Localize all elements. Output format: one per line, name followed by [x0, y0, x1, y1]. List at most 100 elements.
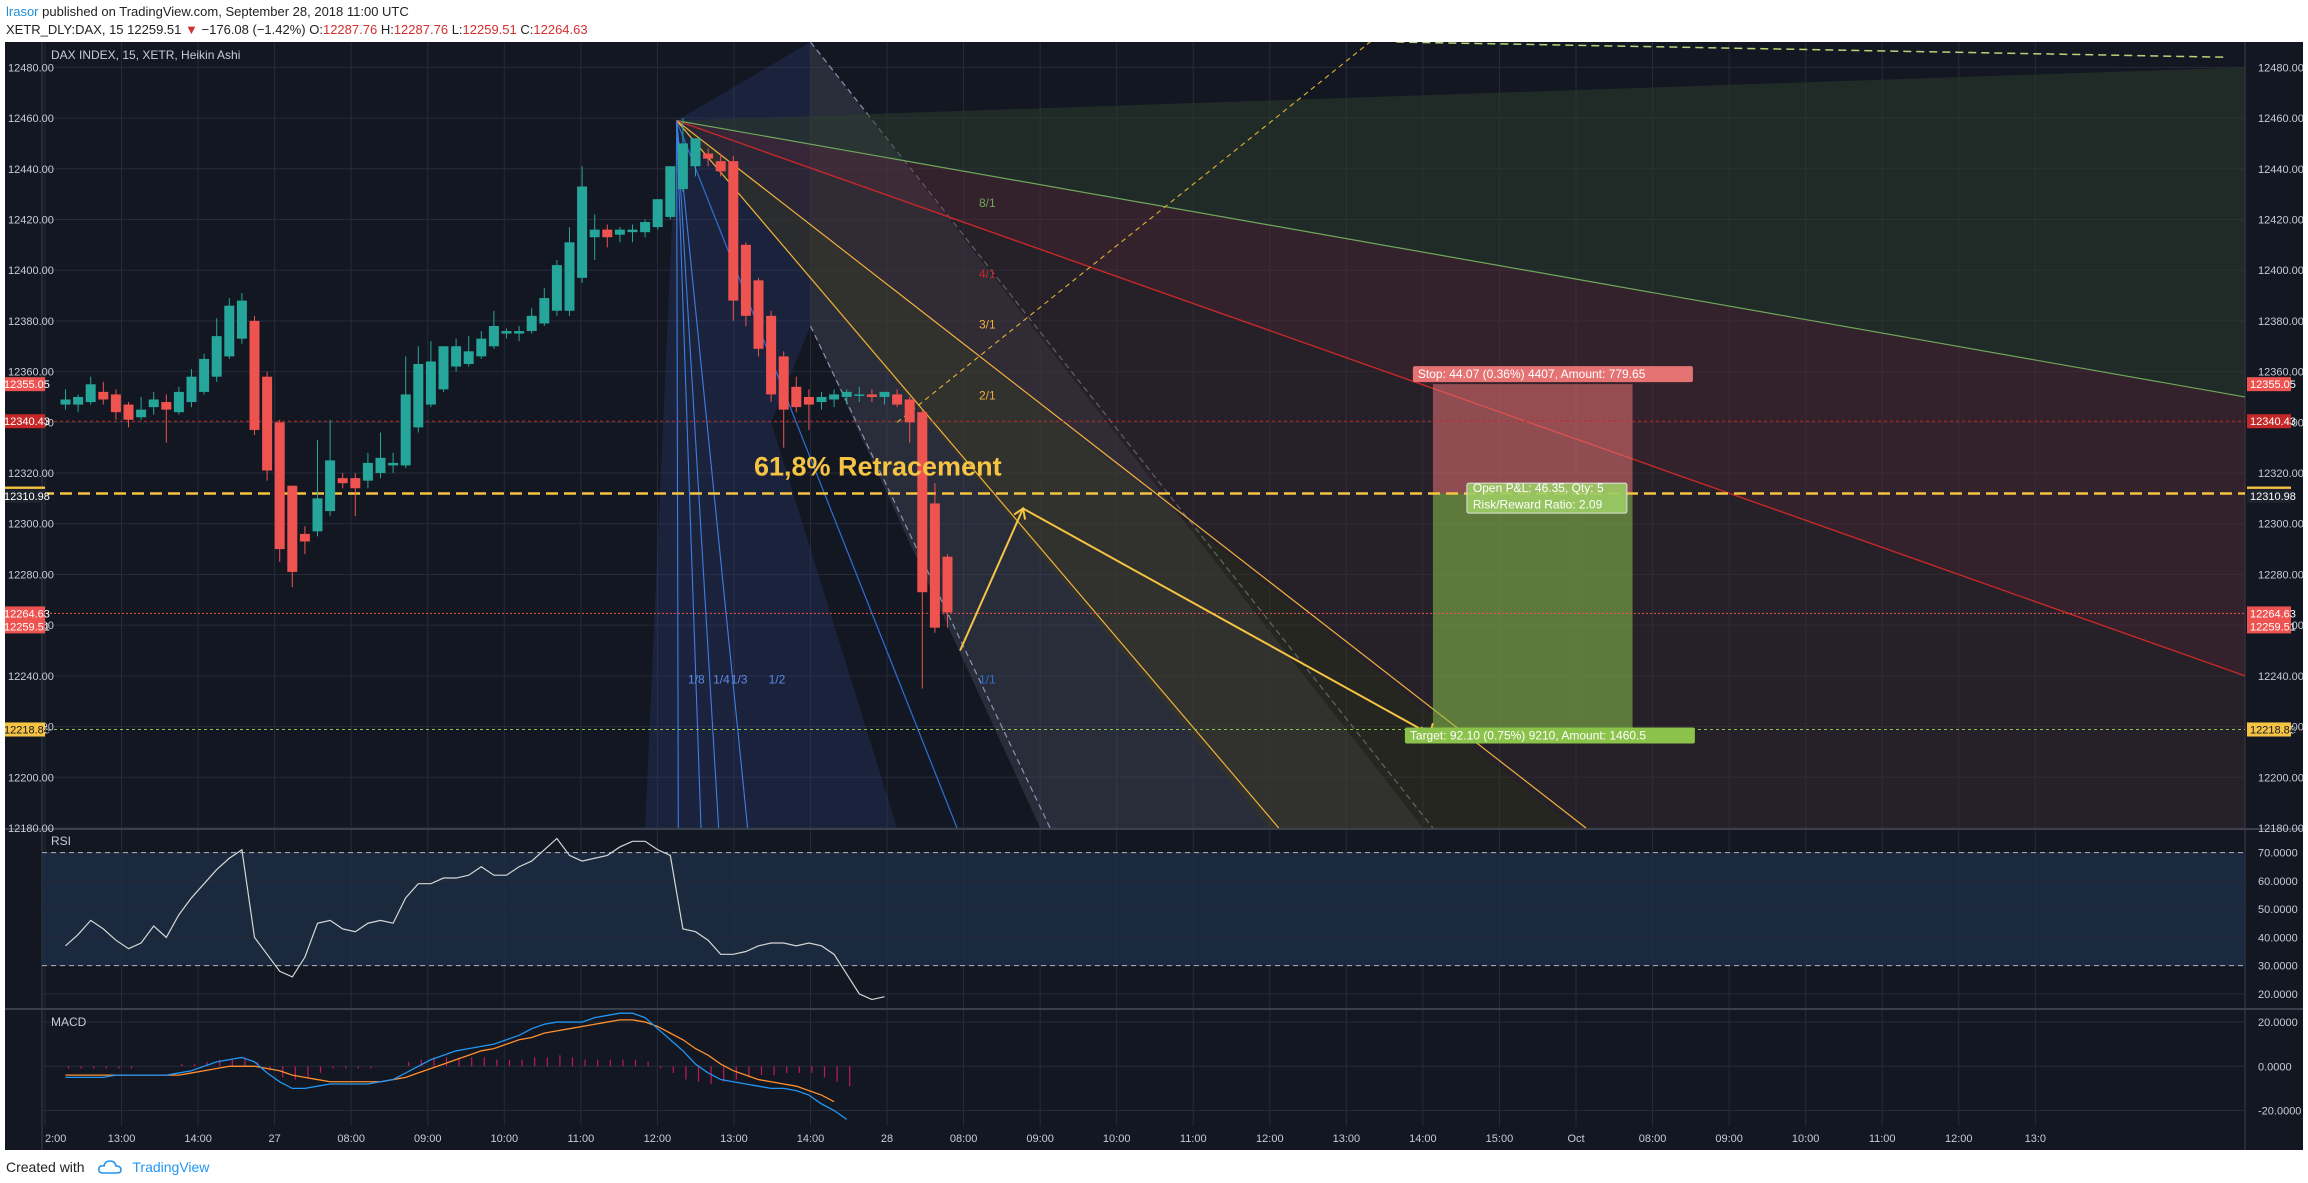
- candle-body: [438, 346, 449, 390]
- tradingview-link[interactable]: TradingView: [132, 1159, 210, 1175]
- x-tick-label: 27: [269, 1133, 281, 1145]
- fan-line-lower: [676, 120, 679, 829]
- dashed-trend-line: [896, 36, 1377, 423]
- macd-title: MACD: [51, 1015, 87, 1029]
- x-tick-label: 2:00: [45, 1133, 66, 1145]
- y-tick-label-right: 12460.00: [2258, 113, 2303, 125]
- candle-body: [249, 320, 260, 430]
- price-tag-left: 12259.51: [5, 621, 50, 633]
- x-tick-label: 13:00: [1333, 1133, 1361, 1145]
- candle-body: [425, 361, 436, 405]
- candle-body: [186, 376, 197, 403]
- fan-label-lower: 1/3: [731, 672, 748, 686]
- y-tick-label-left: 12420.00: [8, 214, 54, 226]
- author-link[interactable]: lrasor: [6, 4, 39, 19]
- price-tag-right-box: [2247, 377, 2291, 392]
- candle-body: [514, 331, 525, 334]
- price-tag-right: 12259.51: [2250, 621, 2296, 633]
- chart-canvas[interactable]: 8/1 4/1 3/1 2/1 1/1 1/8 1/4 1/3 1/2 61,8% Retrace…: [1, 36, 2304, 1150]
- candle-body: [413, 364, 424, 428]
- rsi-tick-label: 30.0000: [2258, 961, 2298, 973]
- fan-line-1-1: [676, 120, 958, 829]
- fan-label-upper: 3/1: [979, 318, 996, 332]
- x-tick-label: 10:00: [491, 1133, 519, 1145]
- open-value: 12287.76: [322, 22, 378, 37]
- high-label: H:: [380, 22, 394, 37]
- fan-label-lower: 1/8: [688, 672, 705, 686]
- rsi-line: [65, 837, 885, 1001]
- x-tick-label: 10:00: [1103, 1133, 1131, 1145]
- chart-area[interactable]: 8/1 4/1 3/1 2/1 1/1 1/8 1/4 1/3 1/2 61,8% Retrace…: [1, 36, 2304, 1150]
- retracement-annotation: 61,8% Retracement: [754, 452, 1002, 482]
- y-tick-label-right: 12480.00: [2258, 62, 2303, 74]
- candle-body: [715, 161, 726, 172]
- candle-body: [60, 399, 71, 405]
- candle-body: [173, 391, 184, 413]
- candle-body: [690, 138, 701, 167]
- price-tag-left-box: [1, 377, 45, 392]
- x-tick-label: 28: [881, 1133, 893, 1145]
- created-with-label: Created with: [6, 1159, 85, 1175]
- candle-body: [262, 376, 273, 471]
- price-tag-left-box: [1, 488, 45, 503]
- fan-label-upper: 8/1: [979, 196, 996, 210]
- chart-header: lrasor published on TradingView.com, Sep…: [0, 0, 2308, 42]
- x-tick-label: 14:00: [184, 1133, 212, 1145]
- y-tick-label-right: 12280.00: [2258, 569, 2303, 581]
- fan-line-lower: [676, 120, 720, 829]
- symbol-name: XETR_DLY:DAX, 15: [6, 22, 124, 37]
- y-tick-label-left: 12380.00: [8, 316, 54, 328]
- candle-body: [211, 336, 222, 377]
- price-tag-right: 12264.63: [2250, 608, 2296, 620]
- candle-body: [136, 409, 147, 418]
- x-tick-label: 09:00: [1715, 1133, 1743, 1145]
- y-tick-label-left: 12300.00: [8, 519, 54, 531]
- fan-label-upper: 4/1: [979, 267, 996, 281]
- publish-line: lrasor published on TradingView.com, Sep…: [6, 4, 409, 19]
- close-value: 12264.63: [533, 22, 588, 37]
- candle-body: [564, 242, 575, 311]
- candle-body: [778, 356, 789, 410]
- rr-label: Risk/Reward Ratio: 2.09: [1473, 498, 1603, 512]
- fan-line-lower: [676, 120, 702, 829]
- rsi-tick-label: 50.0000: [2258, 904, 2298, 916]
- x-tick-label: 09:00: [414, 1133, 442, 1145]
- blue-fan-zone: [645, 42, 898, 828]
- candle-body: [677, 143, 688, 190]
- fan-label-lower: 1/2: [769, 672, 786, 686]
- price-tag-right-box: [2247, 488, 2291, 503]
- y-tick-label-left: 12360.00: [8, 367, 54, 379]
- y-tick-label-right: 12380.00: [2258, 316, 2303, 328]
- pnl-label-box: [1466, 482, 1628, 514]
- price-tag-right-box: [2247, 619, 2291, 634]
- rsi-tick-label: 40.0000: [2258, 932, 2298, 944]
- stop-label: Stop: 44.07 (0.36%) 4407, Amount: 779.65: [1418, 367, 1646, 381]
- y-tick-label-left: 12400.00: [8, 265, 54, 277]
- fan-line-2-1: [676, 120, 1280, 829]
- price-tag-right: 12355.05: [2250, 379, 2296, 391]
- rsi-tick-label: 60.0000: [2258, 876, 2298, 888]
- candle-body: [274, 422, 285, 550]
- green-fan-zone: [676, 67, 2245, 397]
- x-tick-label: 08:00: [337, 1133, 365, 1145]
- x-tick-label: 12:00: [1945, 1133, 1973, 1145]
- y-tick-label-left: 12200.00: [8, 772, 54, 784]
- x-tick-label: 08:00: [950, 1133, 978, 1145]
- x-tick-label: 13:00: [720, 1133, 748, 1145]
- candle-body: [791, 386, 802, 408]
- symbol-line: XETR_DLY:DAX, 15 12259.51 ▼ −176.08 (−1.…: [6, 22, 588, 37]
- candle-body: [841, 391, 852, 397]
- candle-body: [299, 533, 310, 542]
- y-tick-label-right: 12300.00: [2258, 519, 2303, 531]
- candle-body: [350, 478, 361, 489]
- x-tick-label: 15:00: [1486, 1133, 1514, 1145]
- candle-body: [73, 396, 84, 405]
- x-tick-label: 12:00: [1256, 1133, 1284, 1145]
- candle-body: [627, 229, 638, 233]
- candle-body: [287, 485, 298, 572]
- stop-label-box: [1412, 366, 1693, 383]
- price-tag-right: 12310.98: [2250, 491, 2296, 503]
- dashed-channel-line: [809, 325, 1051, 829]
- target-label-box: [1404, 727, 1695, 744]
- price-tag-right-box: [2247, 606, 2291, 621]
